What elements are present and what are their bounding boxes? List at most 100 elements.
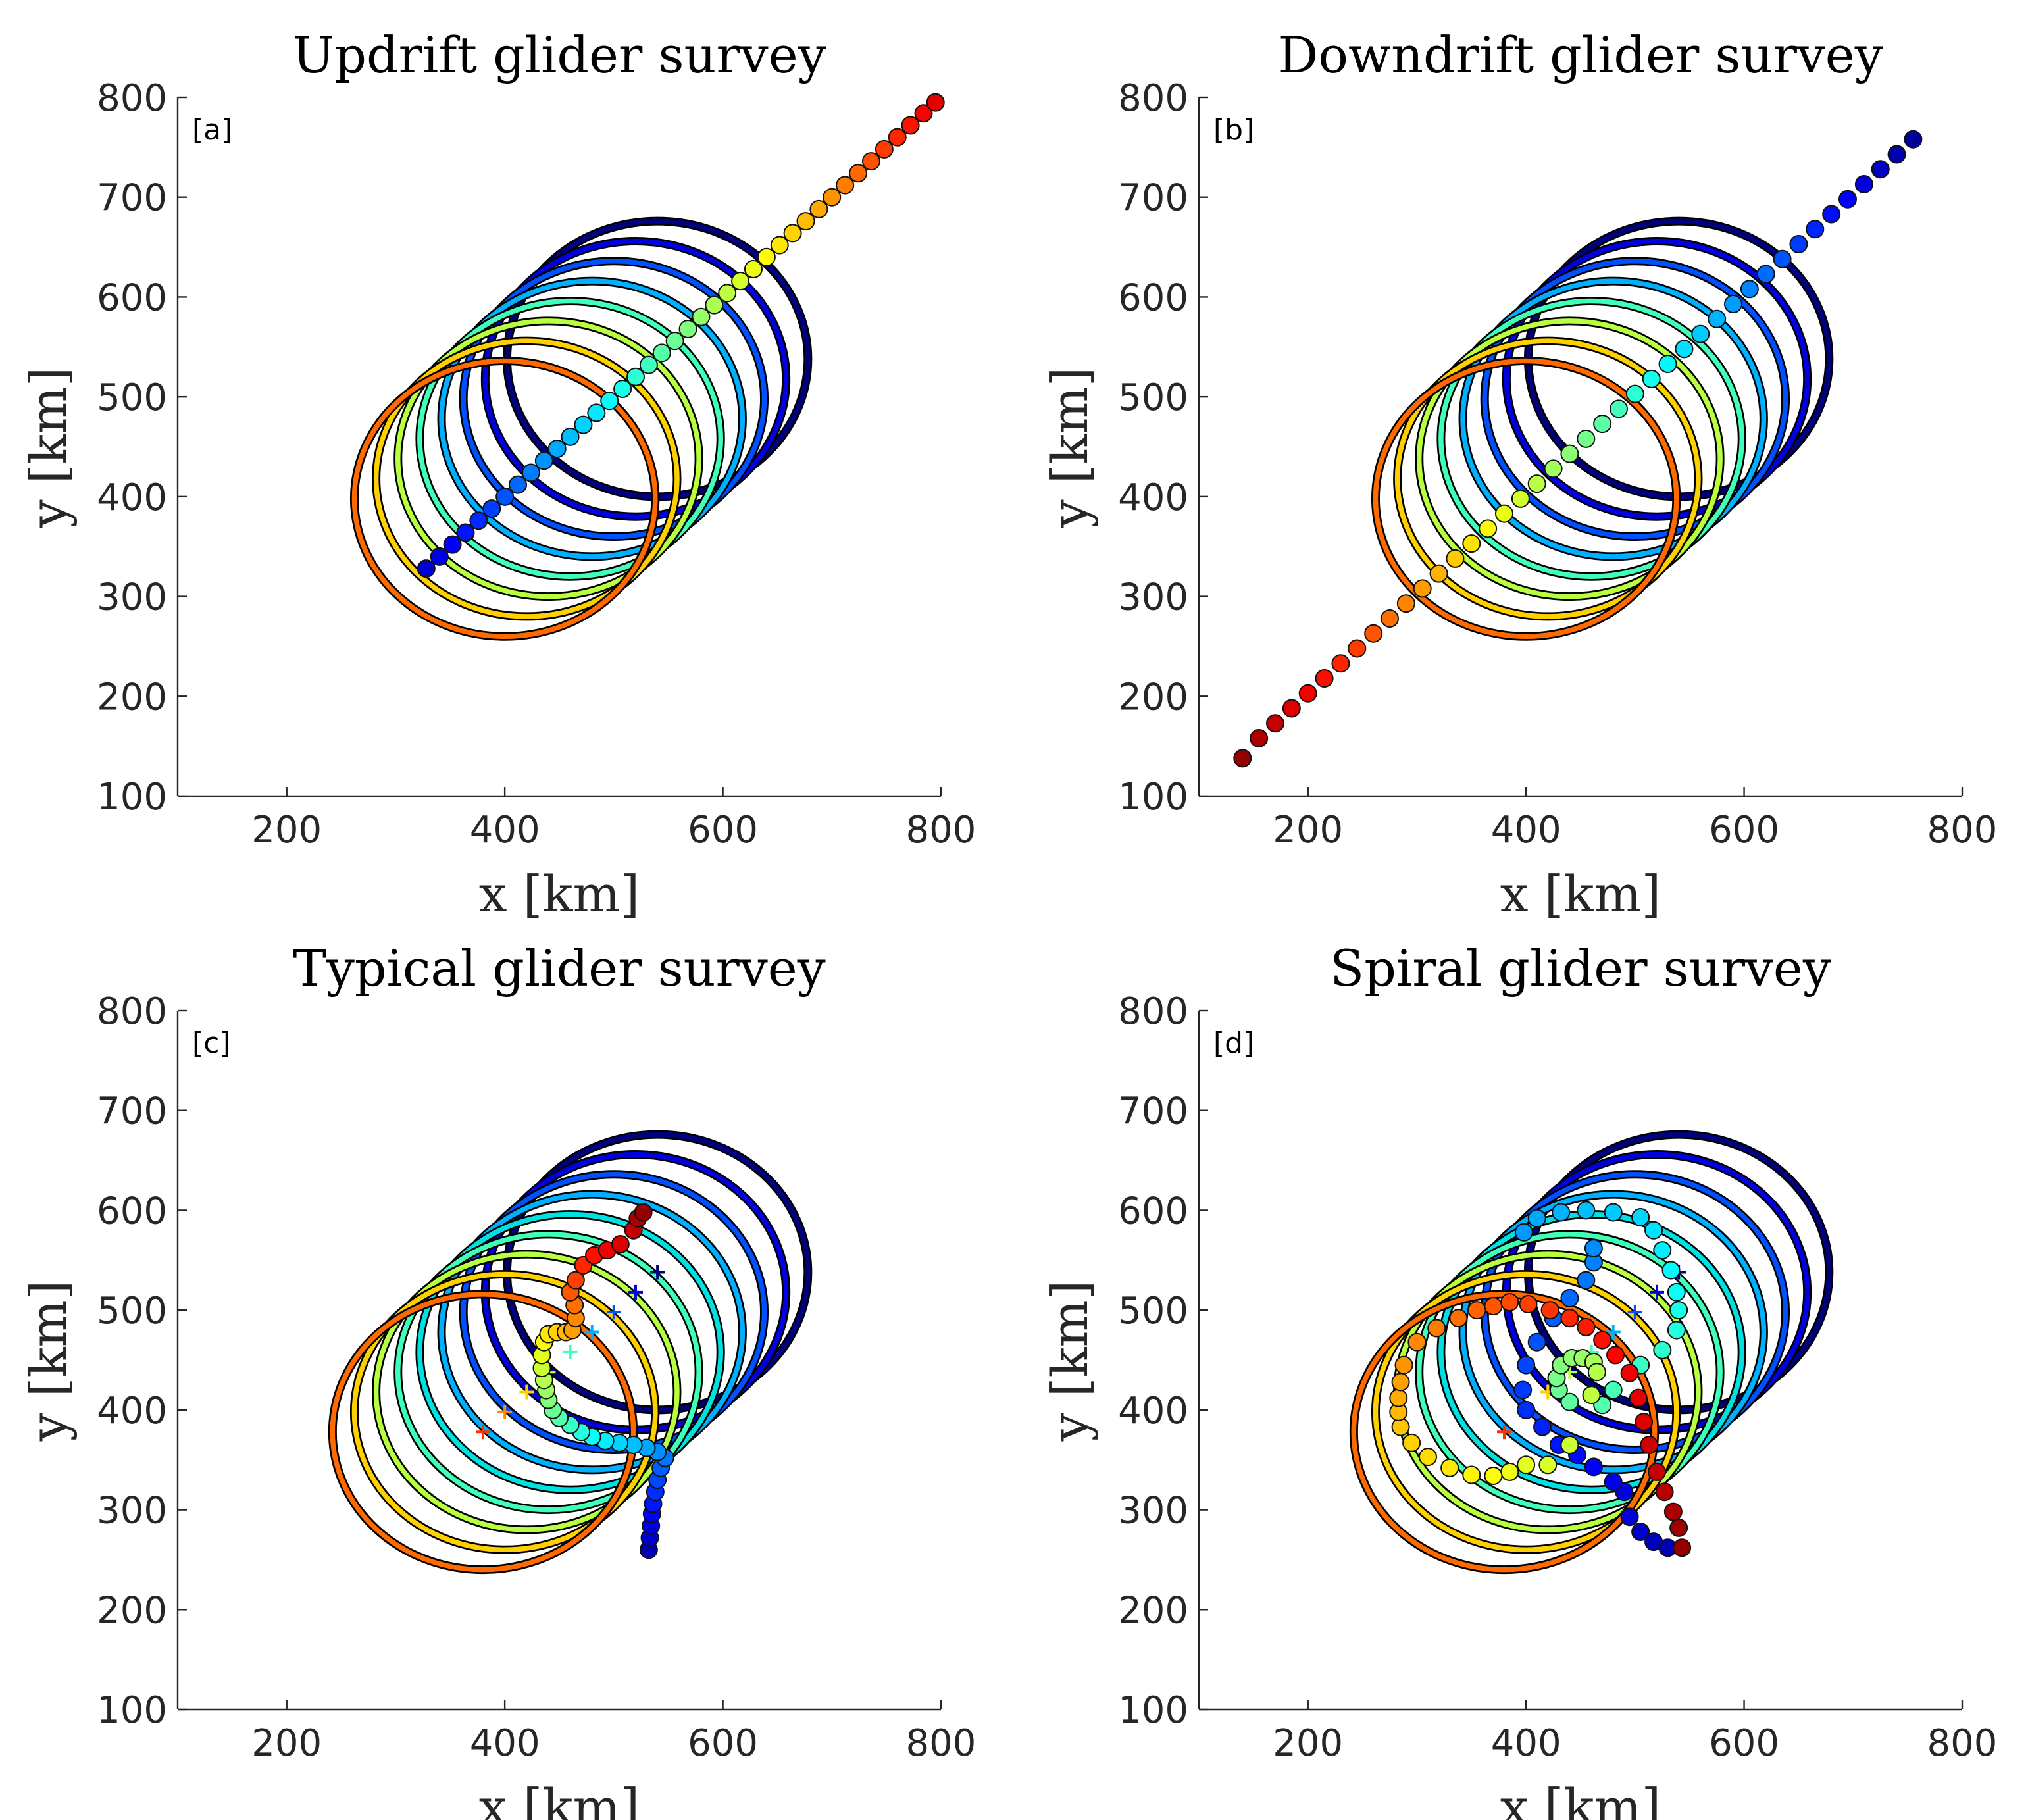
track-point-57 — [1394, 1355, 1413, 1375]
track-point-69 — [1606, 1346, 1625, 1365]
track-point-26 — [1479, 519, 1498, 538]
track-point-58 — [1407, 1332, 1427, 1352]
track-point-47 — [1500, 1462, 1519, 1481]
track-point-44 — [1560, 1435, 1579, 1454]
track-point-56 — [1391, 1373, 1410, 1392]
panel-a-tag: [a] — [192, 113, 232, 147]
track-point-34 — [861, 152, 880, 171]
track-point-14 — [1675, 340, 1694, 359]
track-point-33 — [1604, 1380, 1623, 1400]
track-point-68 — [1593, 1330, 1612, 1350]
x-tick-label-400: 400 — [470, 1722, 540, 1765]
track-point-3 — [1854, 174, 1873, 193]
track-point-26 — [1653, 1241, 1672, 1260]
panel-c-xlabel: x [km] — [479, 1778, 640, 1820]
track-point-18 — [1584, 1239, 1603, 1258]
panel-a-axes: 200 400 600 800 100 200 300 400 500 600 700 800 — [97, 77, 976, 851]
track-point-28 — [1446, 549, 1465, 568]
track-point-32 — [1381, 609, 1399, 628]
track-point-61 — [1467, 1301, 1486, 1320]
track-point-52 — [1402, 1433, 1421, 1452]
y-tick-label-300: 300 — [97, 1490, 167, 1532]
center-marker-1 — [1650, 1284, 1664, 1300]
eddy-circle-1 — [482, 238, 789, 519]
panel-b-glider-track — [1233, 130, 1923, 768]
track-point-9 — [1533, 1417, 1552, 1436]
eddy-circle-3 — [439, 278, 746, 559]
y-tick-label-400: 400 — [97, 1390, 167, 1432]
track-point-6 — [1806, 220, 1825, 239]
panel-c-glider-track — [532, 1203, 674, 1559]
y-tick-label-100: 100 — [1118, 1689, 1188, 1732]
eddy-circle-3 — [439, 1192, 746, 1473]
track-point-35 — [1331, 654, 1350, 673]
track-point-29 — [1429, 564, 1448, 583]
track-point-11 — [1513, 1380, 1533, 1400]
y-tick-label-800: 800 — [1118, 990, 1188, 1033]
panel-d-tag: [d] — [1213, 1026, 1254, 1060]
track-point-22 — [1577, 1201, 1596, 1220]
x-tick-label-800: 800 — [1927, 809, 1998, 851]
panel-c-title: Typical glider survey — [293, 939, 825, 998]
track-point-16 — [1577, 1271, 1596, 1290]
center-marker-7 — [497, 1404, 513, 1419]
track-point-24 — [1631, 1208, 1650, 1227]
panel-c-center-markers — [476, 1265, 665, 1440]
track-point-60 — [1449, 1309, 1468, 1328]
panel-c-eddy-circles — [328, 1130, 813, 1575]
eddy-circle-5 — [1416, 1232, 1723, 1513]
track-point-20 — [1527, 1209, 1546, 1228]
eddy-circle-3 — [1460, 278, 1767, 559]
eddy-circle-7 — [351, 1271, 658, 1553]
panel-a-xlabel: x [km] — [479, 865, 640, 923]
track-point-4 — [1838, 190, 1857, 209]
track-point-9 — [1756, 265, 1775, 284]
center-marker-3 — [1606, 1325, 1621, 1340]
eddy-circle-2 — [1482, 259, 1788, 540]
track-point-65 — [1540, 1301, 1559, 1320]
y-tick-label-600: 600 — [97, 276, 167, 319]
track-point-39 — [1266, 714, 1284, 733]
panel-a-title: Updrift glider survey — [292, 26, 826, 84]
panel-a: Updrift glider survey [a] 200 400 600 800 10… — [19, 26, 976, 923]
track-point-16 — [626, 367, 645, 386]
track-point-32 — [836, 176, 855, 195]
y-tick-label-700: 700 — [1118, 1090, 1188, 1133]
y-tick-label-100: 100 — [1118, 776, 1188, 819]
y-tick-label-300: 300 — [97, 576, 167, 619]
track-point-25 — [1644, 1221, 1663, 1240]
y-tick-label-800: 800 — [97, 990, 167, 1033]
track-point-37 — [1298, 684, 1317, 703]
track-point-33 — [849, 164, 868, 183]
eddy-circle-8 — [1351, 1292, 1658, 1573]
track-point-64 — [1519, 1295, 1538, 1314]
eddy-circle-7 — [1373, 1271, 1679, 1553]
track-point-2 — [1631, 1522, 1650, 1541]
eddy-circle-6 — [373, 338, 680, 619]
x-tick-label-600: 600 — [1709, 809, 1779, 851]
track-point-75 — [1655, 1482, 1674, 1502]
track-point-8 — [1773, 249, 1792, 268]
panel-a-ylabel: y [km] — [19, 367, 78, 529]
y-tick-label-500: 500 — [97, 376, 167, 419]
track-point-6 — [1584, 1457, 1603, 1477]
center-marker-1 — [628, 1284, 643, 1300]
track-point-51 — [1419, 1448, 1437, 1467]
y-tick-label-500: 500 — [97, 1290, 167, 1332]
track-point-66 — [1560, 1309, 1579, 1328]
eddy-circle-4 — [1438, 298, 1745, 579]
eddy-circle-5 — [395, 318, 701, 599]
track-point-49 — [1462, 1465, 1481, 1484]
track-point-12 — [574, 415, 593, 434]
track-point-18 — [1610, 399, 1628, 418]
track-point-19 — [1514, 1223, 1533, 1242]
panel-c-ylabel: y [km] — [19, 1280, 78, 1442]
track-point-45 — [1538, 1455, 1558, 1475]
track-point-15 — [1560, 1288, 1579, 1307]
track-point-0 — [417, 559, 436, 578]
track-point-34 — [1348, 639, 1367, 658]
panel-d-eddy-circles — [1349, 1130, 1834, 1575]
eddy-circle-8 — [330, 1292, 636, 1573]
track-point-41 — [1233, 749, 1252, 768]
y-tick-label-600: 600 — [1118, 1190, 1188, 1232]
